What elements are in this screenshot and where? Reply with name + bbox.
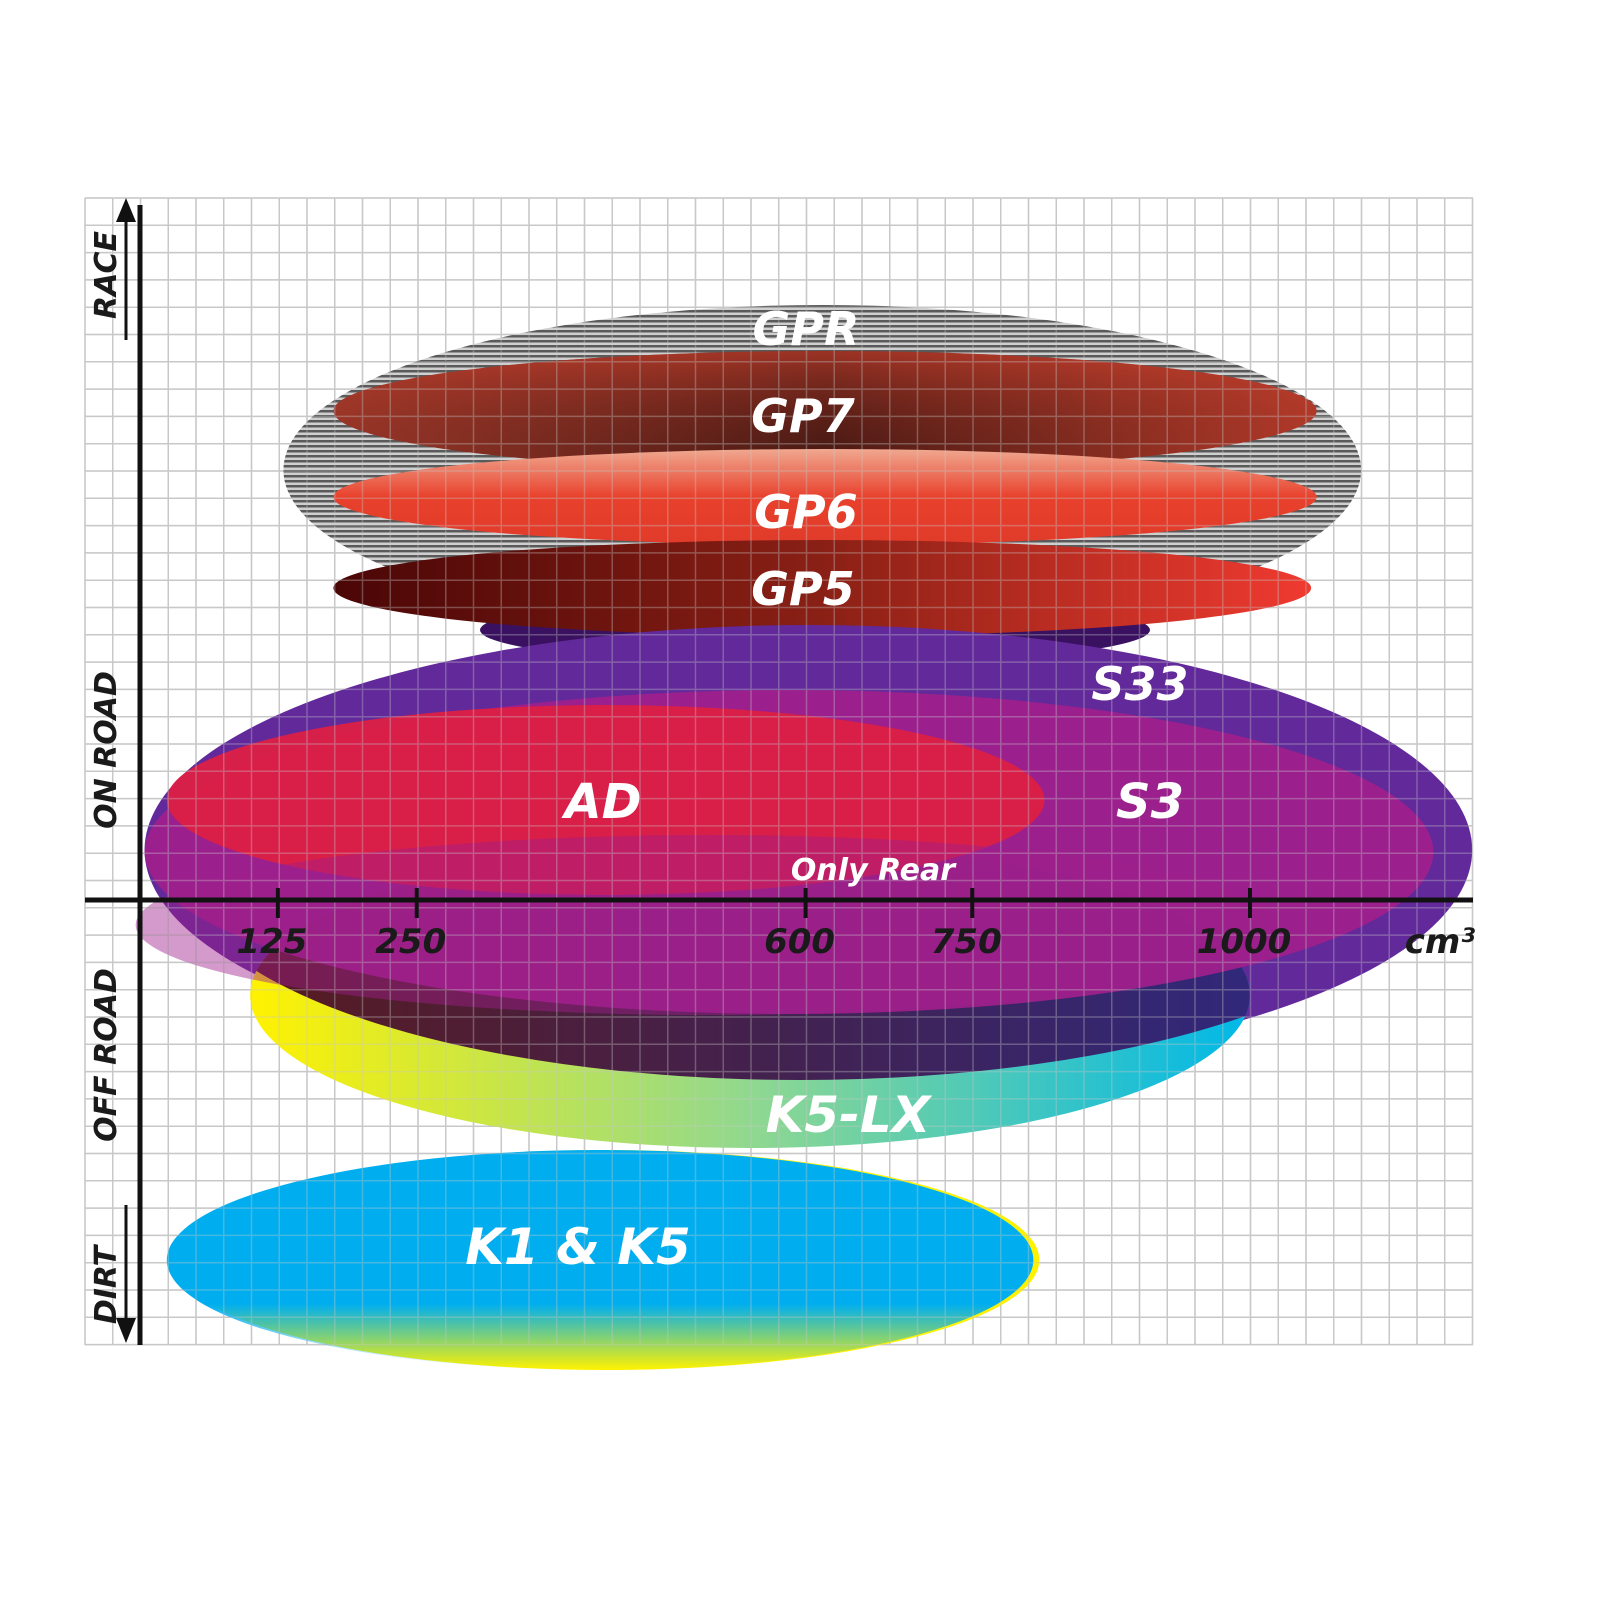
x-axis-unit: cm³ — [1405, 922, 1476, 962]
series-label: K1 & K5 — [465, 1218, 691, 1276]
ellipse-gp5 — [333, 540, 1312, 636]
arrow-up-icon — [116, 198, 136, 222]
y-category-label: ON ROAD — [89, 671, 124, 829]
y-category-label: DIRT — [89, 1243, 124, 1324]
ellipse-gp6 — [333, 449, 1317, 545]
series-label: GP6 — [754, 485, 857, 539]
x-tick-label: 125 — [236, 922, 307, 962]
ellipse-ad — [166, 705, 1045, 895]
y-category-label: RACE — [89, 231, 124, 319]
x-tick-label: 750 — [931, 922, 1002, 962]
series-note: Only Rear — [791, 853, 957, 888]
grid-overlay — [84, 197, 1474, 1346]
series-label: S33 — [1091, 657, 1188, 711]
series-label: K5-LX — [766, 1086, 933, 1144]
series-label: GP7 — [751, 389, 854, 443]
y-category-label: OFF ROAD — [89, 968, 124, 1142]
arrow-down-icon — [116, 1318, 136, 1343]
s3-overlap — [135, 835, 1280, 1015]
series-label: S3 — [1116, 774, 1184, 830]
gp7-shade — [333, 351, 1317, 471]
ellipse-k1-k5 — [166, 1150, 1034, 1370]
x-tick-label: 250 — [375, 922, 446, 962]
series-label: GPR — [753, 302, 860, 356]
series-label: GP5 — [751, 562, 854, 616]
x-tick-label: 600 — [764, 922, 835, 962]
x-tick-label: 1000 — [1197, 922, 1292, 962]
series-label: AD — [561, 774, 642, 830]
